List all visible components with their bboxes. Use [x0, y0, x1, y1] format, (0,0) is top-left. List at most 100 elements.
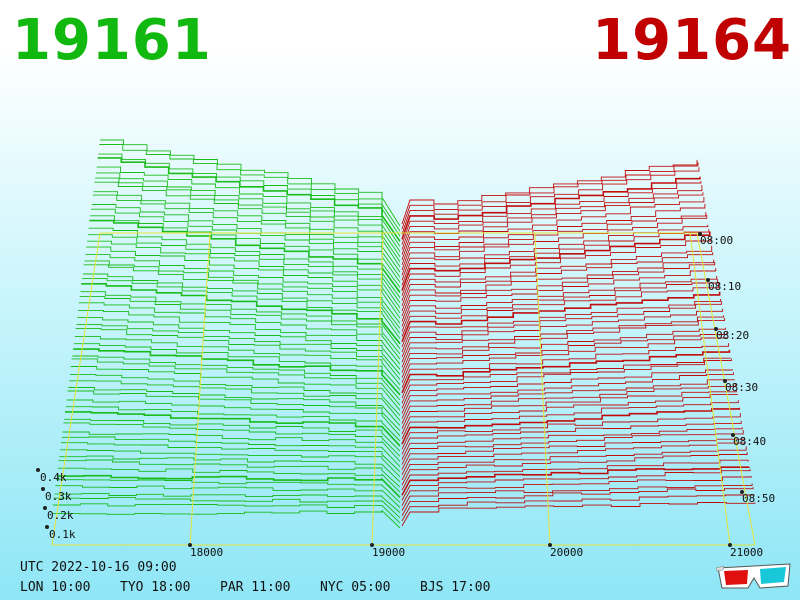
grid-line — [689, 232, 731, 546]
grid-line — [696, 232, 756, 546]
bid-depth-line — [80, 291, 401, 350]
ask-depth-line — [401, 159, 698, 225]
time-tick-mark — [723, 379, 727, 383]
bid-depth-line — [92, 194, 401, 273]
bid-depth-line — [65, 411, 401, 447]
ask-depth-line — [401, 337, 728, 383]
bid-depth-line — [70, 366, 401, 411]
bid-depth-line — [87, 240, 401, 309]
bid-depth-line — [82, 273, 401, 334]
bid-depth-line — [78, 302, 401, 360]
bid-depth-line — [68, 387, 401, 426]
bid-depth-line — [60, 449, 401, 478]
grid-line — [189, 232, 211, 546]
time-tick-label: 08:40 — [733, 435, 766, 448]
ask-depth-line — [401, 413, 741, 450]
bid-depth-line — [94, 181, 401, 263]
bid-depth-line — [77, 317, 401, 370]
ask-depth-line — [401, 231, 711, 291]
x-tick-mark — [728, 543, 732, 547]
time-tick-label: 08:00 — [700, 234, 733, 247]
bid-depth-line — [74, 336, 401, 385]
ask-depth-line — [401, 332, 727, 378]
bid-depth-line — [95, 172, 401, 252]
time-tick-label: 08:50 — [742, 492, 775, 505]
x-tick-label: 21000 — [730, 546, 763, 559]
ask-depth-line — [401, 349, 731, 394]
bid-depth-line — [52, 509, 401, 529]
x-tick-mark — [548, 543, 552, 547]
bid-depth-line — [78, 309, 401, 365]
bid-depth-line — [61, 436, 401, 467]
bid-depth-line — [57, 467, 401, 493]
time-tick-mark — [731, 433, 735, 437]
bid-depth-line — [55, 485, 401, 508]
ask-depth-line — [401, 427, 743, 460]
bid-depth-line — [65, 406, 401, 442]
z-tick-mark — [41, 487, 45, 491]
ask-depth-line — [401, 291, 721, 342]
grid-line — [534, 232, 551, 546]
z-tick-label: 0.3k — [45, 490, 72, 503]
ask-depth-line — [401, 430, 744, 465]
bid-depth-line — [69, 374, 401, 416]
bid-depth-line — [60, 442, 401, 473]
ask-depth-line — [401, 369, 733, 409]
ask-depth-line — [401, 438, 745, 470]
time-tick-label: 08:10 — [708, 280, 741, 293]
z-tick-label: 0.2k — [47, 509, 74, 522]
ask-depth-line — [401, 502, 756, 527]
ask-depth-line — [401, 483, 753, 511]
ask-depth-line — [401, 162, 699, 230]
bid-depth-line — [82, 277, 401, 339]
ask-depth-line — [401, 446, 747, 481]
ask-depth-line — [401, 224, 709, 281]
bid-depth-line — [53, 497, 401, 519]
bid-depth-line — [56, 479, 401, 503]
zone-time-nyc: NYC 05:00 — [320, 580, 391, 595]
bid-depth-line — [99, 144, 401, 232]
3d-glasses-icon[interactable] — [714, 560, 794, 592]
bid-depth-line — [58, 459, 401, 488]
ask-depth-line — [401, 466, 750, 496]
ask-depth-line — [401, 383, 736, 424]
grid-line — [51, 232, 101, 546]
time-tick-mark — [698, 232, 702, 236]
bid-price: 19161 — [12, 8, 212, 73]
bid-depth-line — [88, 227, 401, 298]
z-tick-mark — [36, 468, 40, 472]
utc-time: UTC 2022-10-16 09:00 — [20, 560, 177, 575]
ask-depth-line — [401, 469, 751, 501]
ask-depth-line — [401, 442, 746, 476]
bid-depth-line — [79, 295, 401, 355]
bid-depth-line — [96, 166, 401, 247]
ask-depth-line — [401, 259, 715, 312]
bid-depth-line — [54, 492, 401, 513]
bid-depth-line — [75, 328, 401, 380]
ask-depth-line — [401, 400, 739, 440]
ask-depth-line — [401, 282, 720, 337]
bid-depth-line — [72, 355, 401, 401]
ask-depth-line — [401, 229, 710, 286]
time-tick-label: 08:20 — [716, 329, 749, 342]
ask-depth-line — [401, 252, 714, 307]
x-tick-label: 18000 — [190, 546, 223, 559]
x-tick-label: 19000 — [372, 546, 405, 559]
time-tick-mark — [714, 327, 718, 331]
time-tick-label: 08:30 — [725, 381, 758, 394]
ask-depth-line — [401, 343, 729, 388]
x-tick-mark — [188, 543, 192, 547]
ask-depth-line — [401, 181, 702, 245]
bid-depth-line — [86, 246, 401, 314]
bid-depth-line — [95, 177, 401, 257]
ask-depth-line — [401, 494, 755, 522]
ask-depth-line — [401, 279, 719, 332]
bid-depth-line — [56, 474, 401, 498]
bid-depth-line — [59, 455, 401, 483]
ask-depth-line — [401, 214, 708, 276]
x-tick-mark — [370, 543, 374, 547]
ask-depth-line — [401, 327, 726, 373]
ask-depth-line — [401, 245, 713, 301]
ask-depth-line — [401, 420, 742, 455]
ask-depth-line — [401, 268, 717, 322]
